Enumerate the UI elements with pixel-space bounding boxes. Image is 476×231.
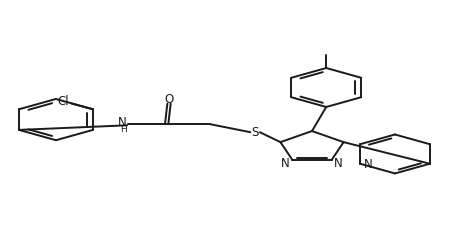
Text: O: O: [164, 93, 173, 106]
Text: N: N: [364, 158, 372, 170]
Text: Cl: Cl: [57, 95, 69, 108]
Text: N: N: [334, 156, 342, 169]
Text: H: H: [120, 124, 127, 133]
Text: N: N: [118, 116, 127, 129]
Text: S: S: [251, 125, 258, 138]
Text: N: N: [280, 156, 289, 169]
